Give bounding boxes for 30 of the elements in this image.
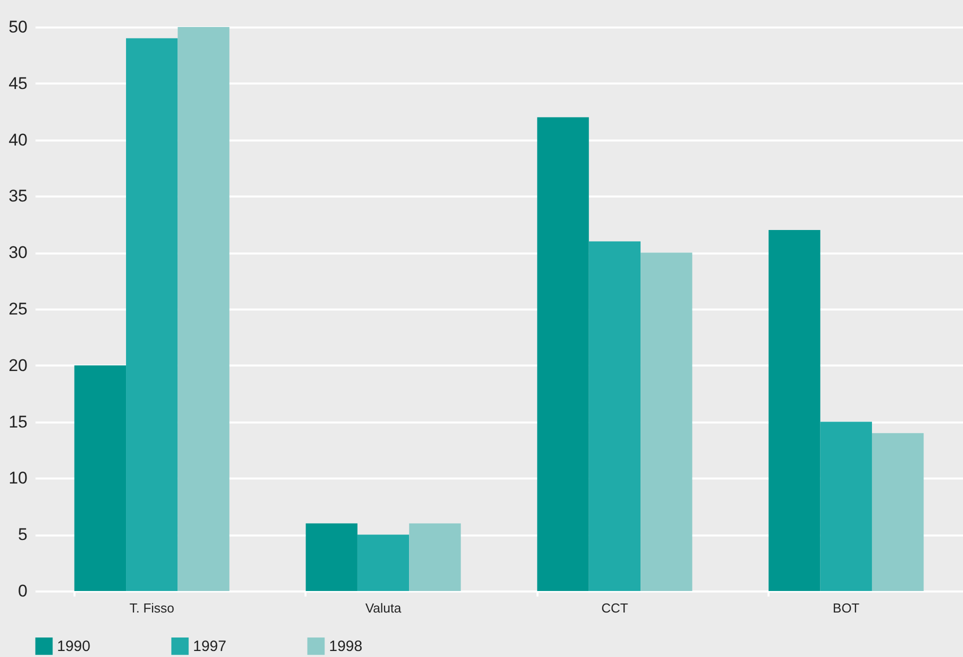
bar bbox=[820, 422, 872, 591]
x-tick-label: Valuta bbox=[365, 600, 402, 616]
bar bbox=[537, 117, 589, 591]
bar bbox=[872, 433, 924, 591]
y-tick-label: 10 bbox=[8, 468, 28, 488]
y-tick-label: 20 bbox=[8, 356, 28, 375]
bar bbox=[178, 27, 230, 591]
bar bbox=[126, 38, 178, 591]
y-tick-label: 15 bbox=[8, 412, 28, 432]
bar bbox=[306, 523, 358, 591]
y-tick-label: 0 bbox=[18, 582, 28, 600]
y-tick-label: 45 bbox=[8, 74, 28, 93]
x-tick-label: T. Fisso bbox=[129, 600, 174, 616]
y-tick-label: 50 bbox=[8, 18, 28, 36]
bar bbox=[357, 534, 410, 591]
legend-label: 1990 bbox=[57, 638, 90, 656]
y-tick-label: 25 bbox=[8, 300, 28, 318]
legend-label: 1998 bbox=[329, 638, 362, 656]
y-tick-label: 40 bbox=[8, 130, 28, 150]
y-tick-label: 30 bbox=[8, 243, 28, 262]
bar bbox=[588, 241, 641, 591]
legend-label: 1997 bbox=[193, 638, 226, 656]
y-tick-label: 5 bbox=[18, 525, 28, 544]
x-tick-label: BOT bbox=[832, 600, 860, 616]
bar bbox=[74, 365, 126, 591]
x-tick-label: CCT bbox=[601, 600, 628, 616]
bar bbox=[768, 230, 820, 591]
bar bbox=[409, 523, 461, 591]
bar bbox=[640, 252, 692, 591]
y-tick-label: 35 bbox=[8, 186, 28, 206]
